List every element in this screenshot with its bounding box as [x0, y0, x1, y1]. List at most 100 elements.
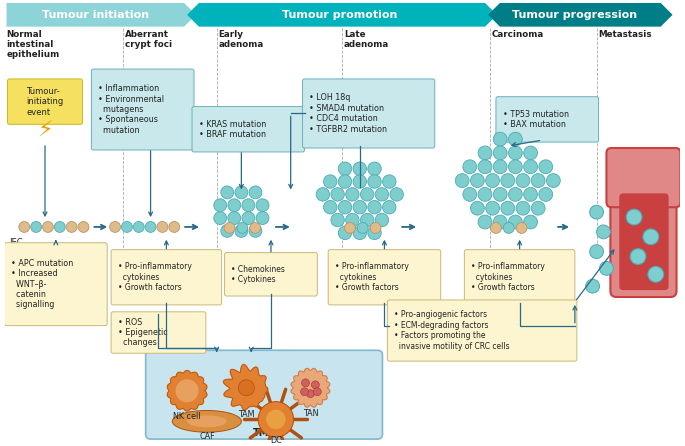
Text: ⚡: ⚡: [37, 121, 53, 141]
Text: Tumour progression: Tumour progression: [512, 10, 638, 20]
FancyBboxPatch shape: [464, 250, 575, 305]
Circle shape: [523, 215, 538, 229]
FancyBboxPatch shape: [8, 79, 82, 124]
Circle shape: [383, 201, 396, 214]
Circle shape: [360, 188, 374, 201]
Circle shape: [599, 261, 613, 275]
FancyBboxPatch shape: [111, 312, 206, 353]
FancyBboxPatch shape: [388, 300, 577, 361]
Circle shape: [539, 187, 553, 201]
Circle shape: [249, 186, 262, 199]
Circle shape: [456, 173, 469, 187]
Circle shape: [503, 223, 514, 233]
Circle shape: [338, 226, 351, 240]
Circle shape: [346, 213, 359, 227]
Text: • TP53 mutation
• BAX mutation: • TP53 mutation • BAX mutation: [503, 110, 569, 129]
Circle shape: [523, 160, 538, 173]
Circle shape: [145, 222, 156, 232]
Circle shape: [516, 173, 530, 187]
Circle shape: [590, 205, 603, 219]
FancyBboxPatch shape: [303, 79, 435, 148]
Circle shape: [463, 187, 477, 201]
Circle shape: [478, 146, 492, 160]
Circle shape: [256, 199, 269, 212]
Circle shape: [375, 213, 388, 227]
Text: Late
adenoma: Late adenoma: [344, 29, 389, 49]
Circle shape: [316, 188, 329, 201]
Circle shape: [266, 409, 286, 429]
Text: • Pro-inflammatory
  cytokines
• Growth factors: • Pro-inflammatory cytokines • Growth fa…: [118, 262, 192, 292]
Text: Early
adenoma: Early adenoma: [219, 29, 264, 49]
Circle shape: [301, 379, 310, 387]
FancyBboxPatch shape: [146, 350, 382, 439]
FancyBboxPatch shape: [5, 243, 107, 326]
Circle shape: [478, 187, 492, 201]
Circle shape: [353, 226, 366, 240]
Circle shape: [228, 212, 240, 224]
Circle shape: [547, 173, 560, 187]
FancyBboxPatch shape: [111, 250, 222, 305]
Circle shape: [353, 162, 366, 175]
Circle shape: [121, 222, 132, 232]
Circle shape: [486, 173, 499, 187]
Circle shape: [493, 146, 507, 160]
Circle shape: [532, 201, 545, 215]
Circle shape: [597, 225, 610, 239]
Circle shape: [368, 162, 382, 175]
Text: • Pro-inflammatory
  cytokines
• Growth factors: • Pro-inflammatory cytokines • Growth fa…: [335, 262, 409, 292]
Text: TME: TME: [253, 428, 275, 438]
Circle shape: [338, 175, 351, 188]
Circle shape: [214, 212, 227, 224]
Circle shape: [345, 223, 356, 233]
Circle shape: [358, 223, 368, 233]
Circle shape: [238, 380, 254, 396]
Circle shape: [323, 175, 337, 188]
Text: • ROS
• Epigenetic
  changes: • ROS • Epigenetic changes: [118, 318, 168, 347]
Text: • Inflammation
• Environmental
  mutagens
• Spontaneous
  mutation: • Inflammation • Environmental mutagens …: [98, 84, 164, 135]
Text: Metastasis: Metastasis: [599, 29, 652, 39]
FancyBboxPatch shape: [192, 107, 305, 152]
Text: NK cell: NK cell: [173, 413, 201, 421]
Circle shape: [258, 401, 294, 437]
Circle shape: [235, 186, 248, 199]
Circle shape: [54, 222, 65, 232]
Text: • APC mutation
• Increased
  WNT–β-
  catenin
  signalling: • APC mutation • Increased WNT–β- cateni…: [12, 259, 74, 310]
Circle shape: [242, 199, 255, 212]
Circle shape: [508, 146, 522, 160]
Circle shape: [586, 279, 599, 293]
Circle shape: [360, 213, 374, 227]
Text: • Pro-angiogenic factors
• ECM-degrading factors
• Factors promoting the
  invas: • Pro-angiogenic factors • ECM-degrading…: [395, 310, 510, 351]
Circle shape: [501, 173, 514, 187]
Text: • LOH 18q
• SMAD4 mutation
• CDC4 mutation
• TGFBR2 mutation: • LOH 18q • SMAD4 mutation • CDC4 mutati…: [310, 93, 388, 133]
Circle shape: [390, 188, 403, 201]
Text: TAM: TAM: [238, 410, 255, 420]
Circle shape: [493, 160, 507, 173]
Text: Tumour-
initiating
event: Tumour- initiating event: [27, 87, 64, 116]
Circle shape: [78, 222, 89, 232]
Circle shape: [493, 187, 507, 201]
Circle shape: [501, 201, 514, 215]
FancyBboxPatch shape: [496, 97, 599, 142]
Text: Aberrant
crypt foci: Aberrant crypt foci: [125, 29, 172, 49]
Polygon shape: [7, 3, 196, 27]
FancyBboxPatch shape: [225, 252, 317, 296]
FancyBboxPatch shape: [606, 148, 680, 207]
Circle shape: [228, 199, 240, 212]
Circle shape: [516, 223, 527, 233]
Text: Tumour initiation: Tumour initiation: [42, 10, 149, 20]
Circle shape: [523, 187, 538, 201]
Circle shape: [235, 224, 248, 237]
Text: Tumour promotion: Tumour promotion: [282, 10, 398, 20]
Circle shape: [471, 201, 484, 215]
Circle shape: [338, 162, 351, 175]
Circle shape: [478, 160, 492, 173]
Circle shape: [532, 173, 545, 187]
Text: Normal
intestinal
epithelium: Normal intestinal epithelium: [7, 29, 60, 59]
Circle shape: [353, 175, 366, 188]
Circle shape: [312, 381, 319, 389]
Circle shape: [314, 388, 321, 396]
Circle shape: [66, 222, 77, 232]
Circle shape: [175, 379, 199, 402]
Circle shape: [306, 390, 314, 398]
Circle shape: [516, 201, 530, 215]
